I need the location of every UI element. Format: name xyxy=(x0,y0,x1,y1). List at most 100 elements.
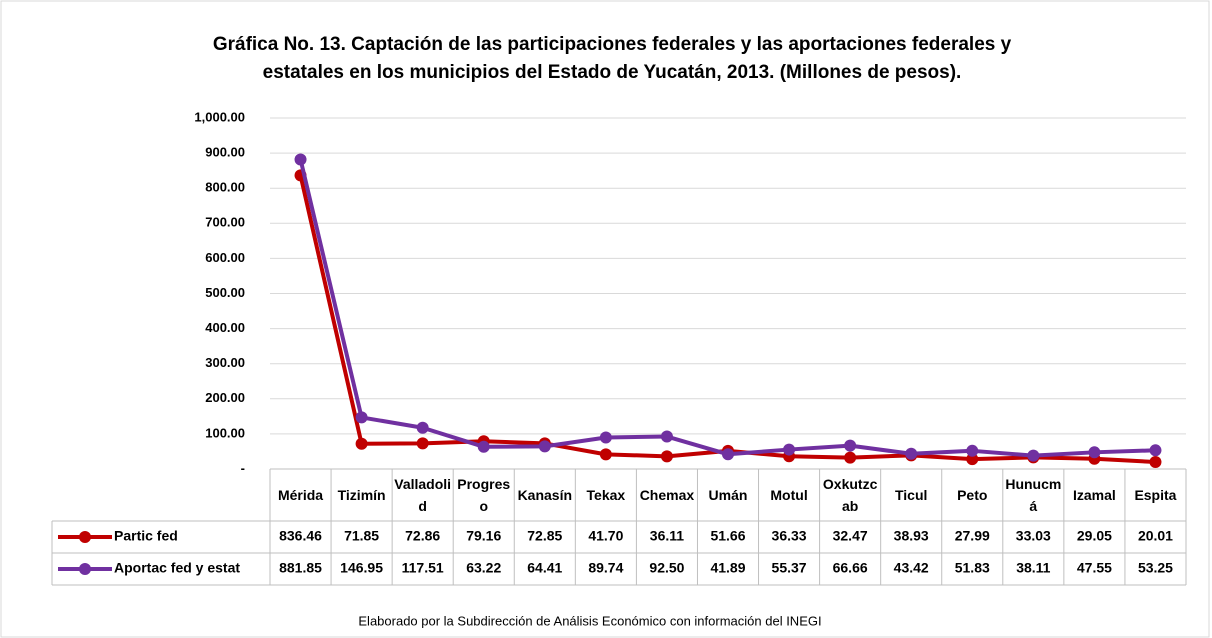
category-cell: Espita xyxy=(1134,487,1177,503)
data-label: 71.85 xyxy=(344,528,379,544)
data-label: 27.99 xyxy=(955,528,990,544)
data-label: 72.86 xyxy=(405,528,440,544)
x-tick-label: Oxkutzcab xyxy=(822,476,878,514)
x-tick-label: Mérida xyxy=(277,487,324,503)
category-cell: Hunucmá xyxy=(1005,476,1061,514)
category-cell: Tekax xyxy=(586,487,626,503)
legend-marker xyxy=(79,563,91,575)
data-label: 41.89 xyxy=(710,560,745,576)
point xyxy=(966,444,979,457)
category-cell: Chemax xyxy=(639,487,695,503)
data-label: 36.33 xyxy=(772,528,807,544)
point xyxy=(1027,449,1040,462)
point xyxy=(844,451,857,464)
point xyxy=(783,443,796,456)
data-label: 63.22 xyxy=(466,560,501,576)
legend-label: Aportac fed y estat xyxy=(114,560,240,576)
category-cell: Tizimín xyxy=(337,487,386,503)
x-tick-label: Umán xyxy=(708,487,748,503)
point xyxy=(722,448,734,461)
point xyxy=(477,440,490,453)
chart-title: Gráfica No. 13. Captación de las partici… xyxy=(213,34,1012,55)
point xyxy=(599,448,612,461)
data-label: 89.74 xyxy=(588,560,623,576)
data-label: 53.25 xyxy=(1138,560,1173,576)
y-tick-label: 500.00 xyxy=(205,285,245,300)
point xyxy=(966,453,979,466)
data-label: 72.85 xyxy=(527,528,562,544)
point xyxy=(1088,446,1101,459)
x-tick-label: Progreso xyxy=(457,476,511,514)
x-tick-label: Tizimín xyxy=(337,487,386,503)
chart-subtitle: estatales en los municipios del Estado d… xyxy=(263,62,962,83)
category-cell: Valladolid xyxy=(394,476,452,514)
data-label: 66.66 xyxy=(833,560,868,576)
x-tick-label: Peto xyxy=(957,487,988,503)
y-tick-label: 400.00 xyxy=(205,320,245,335)
y-tick-label: 100.00 xyxy=(205,425,245,440)
y-tick-label: 1,000.00 xyxy=(194,109,245,124)
point xyxy=(599,431,612,444)
y-tick-label: 700.00 xyxy=(205,215,245,230)
data-label: 36.11 xyxy=(650,528,684,544)
point xyxy=(355,437,368,450)
category-cell: Motul xyxy=(770,487,808,503)
point xyxy=(905,447,918,460)
data-label: 41.70 xyxy=(588,528,623,544)
legend-label: Partic fed xyxy=(114,528,178,544)
data-label: 51.83 xyxy=(955,560,990,576)
category-cell: Mérida xyxy=(277,487,324,503)
point xyxy=(294,153,307,166)
data-label: 47.55 xyxy=(1077,560,1112,576)
x-tick-label: Ticul xyxy=(894,487,928,503)
point xyxy=(1149,444,1162,457)
category-cell: Kanasín xyxy=(517,487,573,503)
category-cell: Ticul xyxy=(894,487,928,503)
data-label: 38.11 xyxy=(1016,560,1050,576)
point xyxy=(416,421,429,434)
y-tick-label: 600.00 xyxy=(205,250,245,265)
data-label: 117.51 xyxy=(402,560,444,576)
x-tick-label: Valladolid xyxy=(394,476,452,514)
category-cell: Izamal xyxy=(1072,487,1116,503)
point xyxy=(416,437,429,450)
x-tick-label: Kanasín xyxy=(517,487,573,503)
note: Elaborado por la Subdirección de Análisi… xyxy=(358,613,821,628)
data-label: 881.85 xyxy=(279,560,322,576)
point xyxy=(844,439,857,452)
x-tick-label: Tekax xyxy=(586,487,626,503)
data-label: 79.16 xyxy=(466,528,501,544)
data-label: 32.47 xyxy=(833,528,868,544)
point xyxy=(660,450,673,463)
data-label: 146.95 xyxy=(340,560,383,576)
data-label: 33.03 xyxy=(1016,528,1051,544)
x-tick-label: Motul xyxy=(770,487,808,503)
category-cell: Umán xyxy=(708,487,748,503)
category-cell: Oxkutzcab xyxy=(822,476,878,514)
data-label: 38.93 xyxy=(894,528,929,544)
y-tick-label: 200.00 xyxy=(205,390,245,405)
data-label: 51.66 xyxy=(710,528,745,544)
category-cell: Peto xyxy=(957,487,988,503)
point xyxy=(1149,455,1162,468)
data-label: 55.37 xyxy=(772,560,807,576)
legend-marker xyxy=(79,531,91,543)
data-label: 20.01 xyxy=(1138,528,1173,544)
category-cell: Progreso xyxy=(457,476,511,514)
data-label: 29.05 xyxy=(1077,528,1112,544)
point xyxy=(538,440,551,453)
x-tick-label: Izamal xyxy=(1072,487,1116,503)
data-label: 836.46 xyxy=(279,528,322,544)
y-tick-label: - xyxy=(241,460,245,475)
x-tick-label: Chemax xyxy=(639,487,695,503)
y-tick-label: 300.00 xyxy=(205,355,245,370)
x-tick-label: Espita xyxy=(1134,487,1177,503)
data-label: 43.42 xyxy=(894,560,929,576)
data-label: 92.50 xyxy=(649,560,684,576)
y-tick-label: 800.00 xyxy=(205,180,245,195)
point xyxy=(660,430,673,443)
data-label: 64.41 xyxy=(527,560,562,576)
y-tick-label: 900.00 xyxy=(205,145,245,160)
